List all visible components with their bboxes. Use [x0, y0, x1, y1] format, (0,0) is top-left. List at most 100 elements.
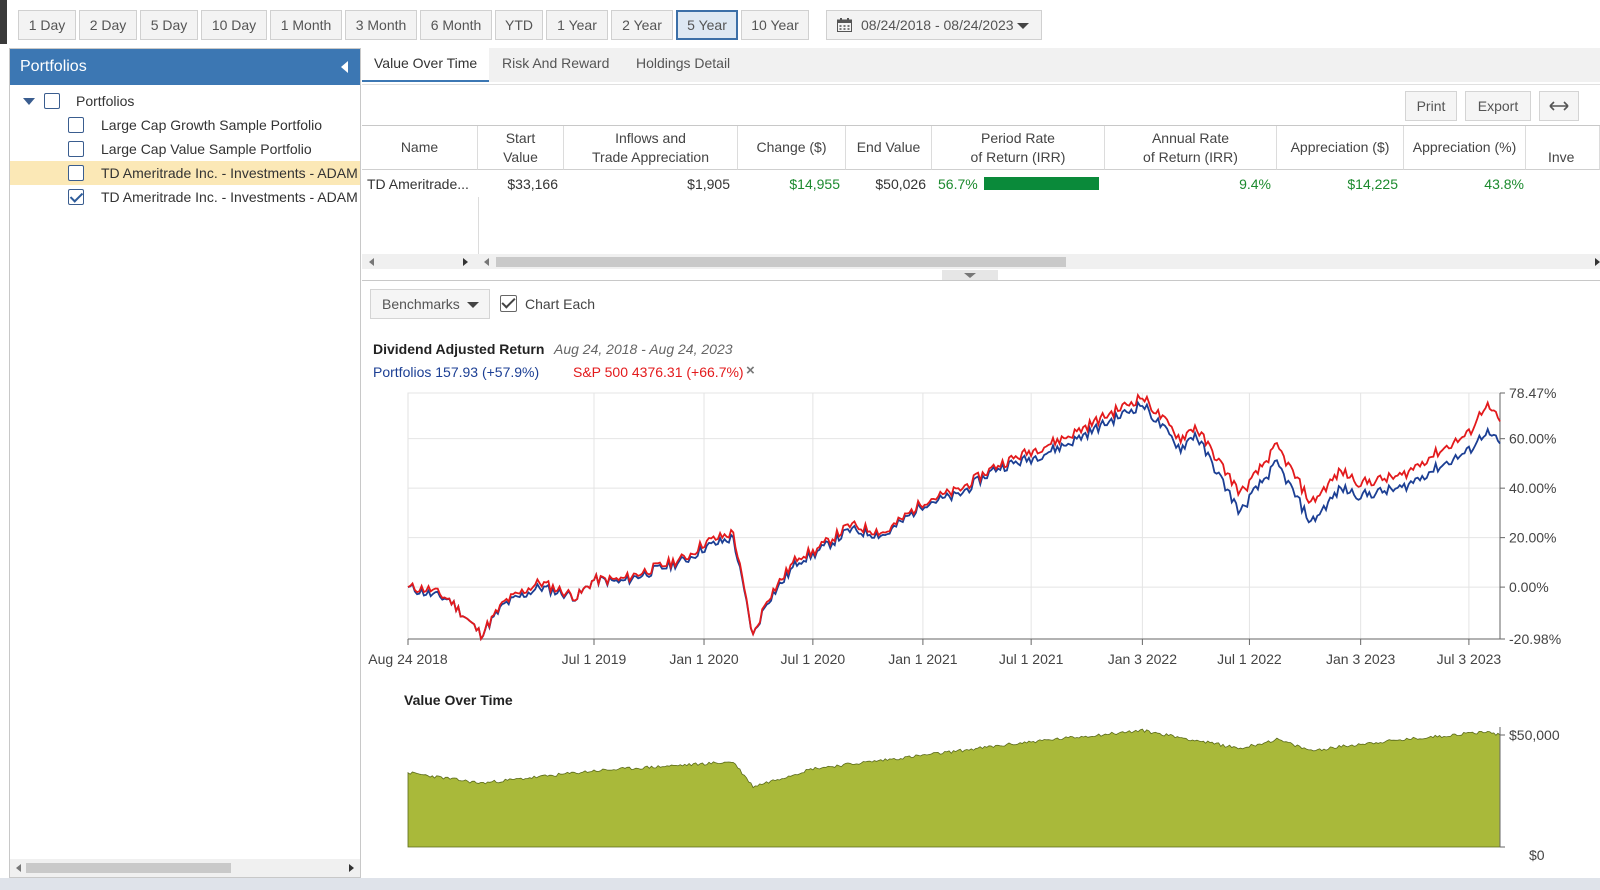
col-name[interactable]: Name [362, 126, 478, 170]
date-range-text: 08/24/2018 - 08/24/2023 [861, 17, 1014, 33]
tree-item-td-ameritrade-selected[interactable]: TD Ameritrade Inc. - Investments - ADAM [10, 161, 360, 185]
checkbox-checked-icon[interactable] [500, 295, 517, 312]
collapse-left-icon[interactable] [341, 61, 348, 73]
plot-frame [407, 392, 1501, 640]
x-tick-label: Jul 1 2020 [781, 651, 846, 667]
range-ytd-button[interactable]: YTD [495, 10, 543, 40]
portfolios-panel: Portfolios Portfolios Large Cap Growth S… [9, 48, 361, 878]
range-10-day-button[interactable]: 10 Day [201, 10, 267, 40]
tree-label: Portfolios [76, 93, 135, 109]
tree-item-large-cap-value[interactable]: Large Cap Value Sample Portfolio [10, 137, 360, 161]
col-investments[interactable]: Inve [1526, 126, 1600, 170]
range-3-month-button[interactable]: 3 Month [345, 10, 417, 40]
tab-bar: Value Over Time Risk And Reward Holdings… [362, 48, 1600, 82]
range-1-year-button[interactable]: 1 Year [546, 10, 608, 40]
chart-each-label: Chart Each [525, 296, 596, 312]
y-tick-label: $0 [1529, 847, 1545, 863]
tree-root-portfolios[interactable]: Portfolios [10, 89, 360, 113]
value-area [407, 728, 1501, 848]
tree-checkbox[interactable] [68, 117, 84, 133]
tab-holdings-detail[interactable]: Holdings Detail [636, 55, 731, 71]
col-period-rate[interactable]: Period Rate of Return (IRR) [932, 126, 1105, 170]
x-tick-label: Jul 3 2023 [1437, 651, 1502, 667]
period-rate-bar [984, 177, 1099, 190]
y-tick-label: 60.00% [1509, 431, 1556, 447]
x-tick-label: Jul 1 2019 [562, 651, 627, 667]
caret-down-icon[interactable] [23, 98, 35, 105]
tree-checkbox[interactable] [44, 93, 60, 109]
tree-label: Large Cap Value Sample Portfolio [101, 141, 312, 157]
chart-area: Benchmarks Chart Each Dividend Adjusted … [362, 280, 1600, 878]
tree-item-td-ameritrade-checked[interactable]: TD Ameritrade Inc. - Investments - ADAM [10, 185, 360, 209]
scrollbar-thumb[interactable] [496, 257, 1066, 267]
return-chart-subtitle: Aug 24, 2018 - Aug 24, 2023 [553, 341, 733, 357]
scrollbar-thumb[interactable] [26, 863, 231, 873]
range-1-day-button[interactable]: 1 Day [18, 10, 76, 40]
remove-benchmark-icon[interactable]: × [746, 362, 755, 379]
y-tick-label: 78.47% [1509, 385, 1556, 401]
scroll-left-icon[interactable] [484, 258, 489, 266]
series-line-s-p-500 [407, 392, 1501, 642]
calendar-icon [837, 18, 852, 32]
window-edge [0, 0, 7, 44]
tree-checkbox-checked[interactable] [68, 189, 84, 205]
col-end-value[interactable]: End Value [846, 126, 932, 170]
export-button[interactable]: Export [1465, 91, 1531, 121]
expand-width-button[interactable] [1539, 91, 1579, 121]
scroll-right-icon[interactable] [349, 864, 354, 872]
os-taskbar [0, 878, 1600, 890]
x-tick-label: Jan 3 2023 [1326, 651, 1395, 667]
tree-checkbox[interactable] [68, 141, 84, 157]
chart-each-toggle[interactable]: Chart Each [500, 294, 595, 314]
tree-label: TD Ameritrade Inc. - Investments - ADAM [101, 165, 358, 181]
panel-splitter[interactable] [942, 270, 998, 280]
table-scrollbar[interactable] [362, 254, 1600, 269]
col-appreciation-usd[interactable]: Appreciation ($) [1277, 126, 1404, 170]
cell-inflows: $1,905 [687, 176, 730, 192]
print-button[interactable]: Print [1405, 91, 1457, 121]
col-change[interactable]: Change ($) [738, 126, 846, 170]
tree-item-large-cap-growth[interactable]: Large Cap Growth Sample Portfolio [10, 113, 360, 137]
tab-value-over-time[interactable]: Value Over Time [362, 48, 490, 82]
y-tick-label: 20.00% [1509, 530, 1556, 546]
x-tick-label: Aug 24 2018 [368, 651, 448, 667]
x-tick-label: Jan 1 2020 [669, 651, 738, 667]
col-appreciation-pct[interactable]: Appreciation (%) [1404, 126, 1526, 170]
benchmarks-dropdown[interactable]: Benchmarks [370, 289, 490, 319]
value-chart-title: Value Over Time [404, 692, 513, 708]
range-2-day-button[interactable]: 2 Day [79, 10, 137, 40]
scroll-left-icon[interactable] [369, 258, 374, 266]
cell-end-value: $50,026 [875, 176, 926, 192]
col-start-value[interactable]: Start Value [478, 126, 564, 170]
col-inflows[interactable]: Inflows and Trade Appreciation [564, 126, 738, 170]
y-tick-label: -20.98% [1509, 631, 1561, 647]
cell-annual-rate: 9.4% [1239, 176, 1271, 192]
return-x-axis: Aug 24 2018 Jul 1 2019 Jan 1 2020 Jul 1 202… [368, 638, 1502, 667]
expand-arrows-icon [1549, 101, 1569, 111]
action-bar: Print Export [362, 84, 1600, 124]
tree-label: Large Cap Growth Sample Portfolio [101, 117, 322, 133]
col-annual-rate[interactable]: Annual Rate of Return (IRR) [1105, 126, 1277, 170]
range-5-day-button[interactable]: 5 Day [140, 10, 198, 40]
tree-checkbox[interactable] [68, 165, 84, 181]
charts: Dividend Adjusted Return Aug 24, 2018 - … [368, 341, 1561, 863]
cell-name[interactable]: TD Ameritrade... [367, 176, 469, 192]
range-5-year-button[interactable]: 5 Year [676, 10, 738, 40]
series-line-portfolios [407, 400, 1501, 642]
scroll-right-icon[interactable] [1595, 258, 1600, 266]
legend-sp500[interactable]: S&P 500 4376.31 (+66.7%) [573, 364, 744, 380]
chevron-down-icon [467, 302, 479, 308]
cell-appreciation-usd: $14,225 [1347, 176, 1398, 192]
range-1-month-button[interactable]: 1 Month [270, 10, 342, 40]
scroll-right-icon[interactable] [463, 258, 468, 266]
range-6-month-button[interactable]: 6 Month [420, 10, 492, 40]
left-panel-scrollbar[interactable] [10, 859, 360, 877]
date-range-picker[interactable]: 08/24/2018 - 08/24/2023 [826, 10, 1042, 40]
cell-period-rate: 56.7% [938, 176, 978, 192]
range-10-year-button[interactable]: 10 Year [741, 10, 809, 40]
tab-risk-and-reward[interactable]: Risk And Reward [502, 55, 610, 71]
range-2-year-button[interactable]: 2 Year [611, 10, 673, 40]
return-grid [407, 392, 1501, 640]
legend-portfolios[interactable]: Portfolios 157.93 (+57.9%) [373, 364, 539, 380]
scroll-left-icon[interactable] [16, 864, 21, 872]
